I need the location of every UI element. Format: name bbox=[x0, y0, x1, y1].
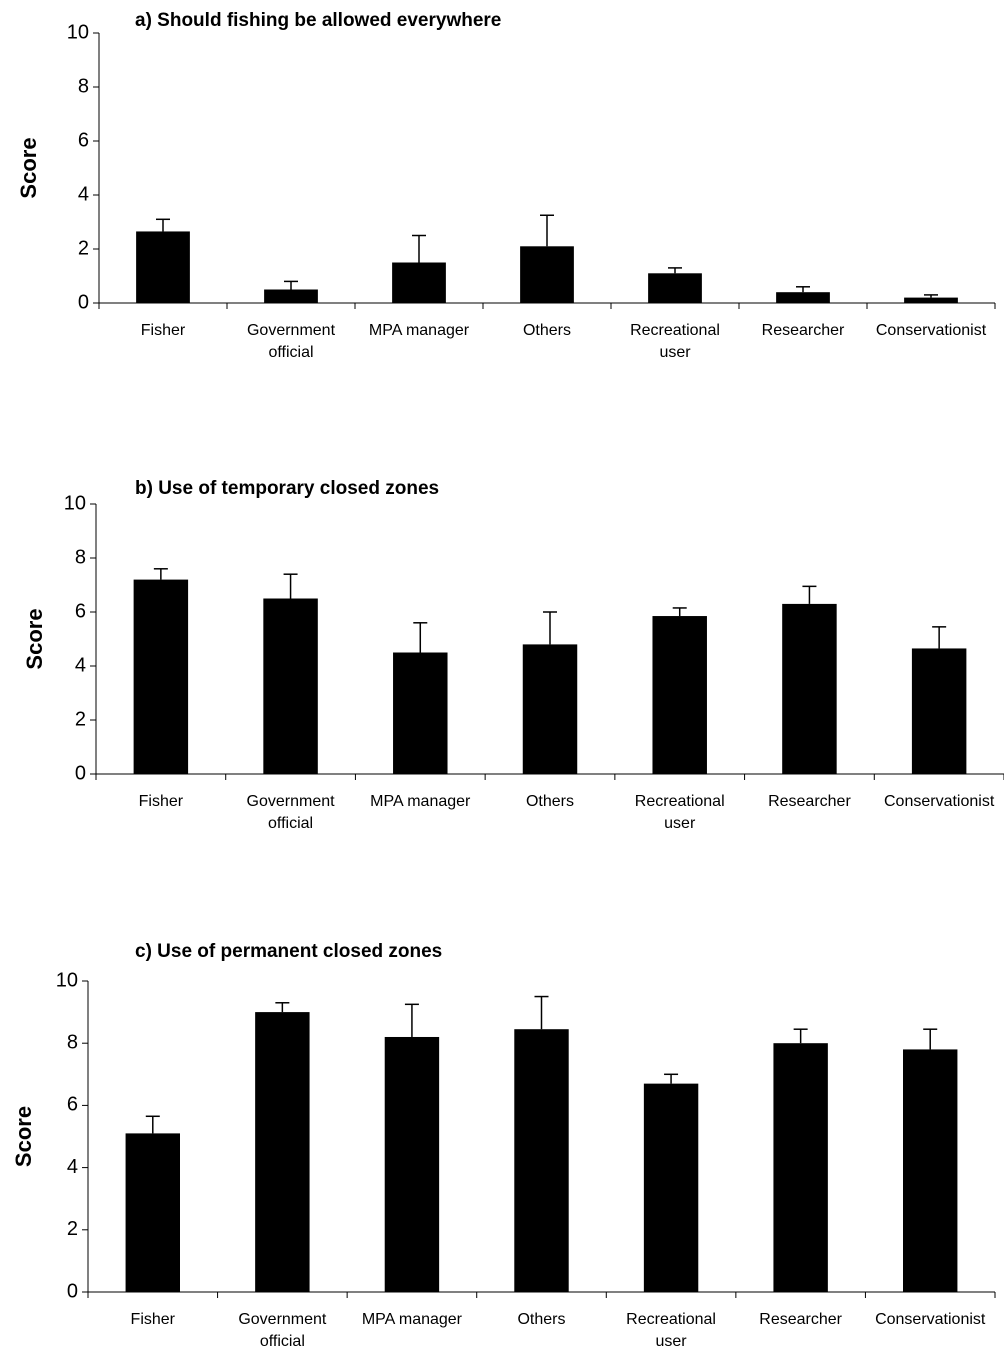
x-tick-label: Researcher bbox=[759, 1311, 842, 1328]
bar bbox=[264, 289, 318, 303]
chart-title: b) Use of temporary closed zones bbox=[135, 478, 439, 499]
bar bbox=[903, 1049, 958, 1292]
x-tick-labels: Fisher Government official MPA manager Other… bbox=[131, 1311, 986, 1349]
bar bbox=[255, 1012, 310, 1292]
bar bbox=[263, 598, 318, 774]
y-tick-label: 4 bbox=[78, 183, 89, 205]
y-tick-labels: 0 2 4 6 8 10 bbox=[67, 21, 89, 313]
x-tick-labels: Fisher Government official MPA manager Other… bbox=[139, 793, 995, 832]
x-tick-label: Fisher bbox=[139, 793, 184, 810]
x-tick-label: Researcher bbox=[762, 322, 845, 339]
bar bbox=[648, 273, 702, 303]
bar bbox=[522, 644, 578, 774]
x-tick-label: Others bbox=[517, 1311, 565, 1328]
x-tick-label: Others bbox=[526, 793, 574, 810]
bar bbox=[773, 1043, 828, 1292]
chart-title: a) Should fishing be allowed everywhere bbox=[135, 10, 501, 31]
x-tick-label: Fisher bbox=[131, 1311, 176, 1328]
y-tick-label: 8 bbox=[67, 1031, 78, 1053]
bar bbox=[133, 579, 189, 774]
y-axis-label: Score bbox=[22, 608, 47, 669]
chart-panel-a: a) Should fishing be allowed everywhere … bbox=[16, 10, 996, 361]
y-tick-label: 0 bbox=[75, 762, 86, 784]
bars bbox=[136, 214, 958, 303]
x-tick-label: Others bbox=[523, 322, 571, 339]
bar bbox=[393, 652, 448, 774]
bar bbox=[514, 1029, 569, 1292]
bar bbox=[782, 603, 837, 774]
x-tick-label: Government official bbox=[247, 322, 336, 361]
x-tick-label: Conservationist bbox=[876, 322, 987, 339]
chart-panel-c: c) Use of permanent closed zones Score 0… bbox=[11, 941, 996, 1349]
x-tick-label: MPA manager bbox=[370, 793, 471, 810]
bar bbox=[125, 1133, 180, 1292]
x-tick-label: Fisher bbox=[141, 322, 186, 339]
y-tick-labels: 0 2 4 6 8 10 bbox=[56, 969, 78, 1302]
x-tick-label: Conservationist bbox=[884, 793, 995, 810]
y-tick-label: 0 bbox=[67, 1280, 78, 1302]
y-tick-label: 6 bbox=[75, 600, 86, 622]
y-tick-label: 6 bbox=[78, 129, 89, 151]
y-tick-label: 8 bbox=[75, 546, 86, 568]
y-tick-label: 4 bbox=[67, 1156, 78, 1178]
bar bbox=[904, 297, 958, 303]
x-tick-label: Conservationist bbox=[875, 1311, 986, 1328]
x-tick-labels: Fisher Government official MPA manager Other… bbox=[141, 322, 987, 361]
bar bbox=[652, 616, 707, 774]
y-tick-label: 2 bbox=[67, 1218, 78, 1240]
chart-panel-b: b) Use of temporary closed zones Score 0… bbox=[22, 478, 1004, 832]
bar bbox=[643, 1083, 699, 1292]
x-tick-label: MPA manager bbox=[362, 1311, 463, 1328]
y-tick-label: 8 bbox=[78, 75, 89, 97]
x-tick-label: Government official bbox=[247, 793, 336, 832]
bars bbox=[125, 995, 958, 1292]
bar bbox=[136, 231, 190, 303]
x-tick-label: Researcher bbox=[768, 793, 851, 810]
y-tick-labels: 0 2 4 6 8 10 bbox=[64, 492, 86, 784]
bar bbox=[392, 262, 446, 303]
y-tick-label: 4 bbox=[75, 654, 86, 676]
y-tick-label: 10 bbox=[64, 492, 86, 514]
y-tick-label: 10 bbox=[56, 969, 78, 991]
y-axis-label: Score bbox=[16, 137, 41, 198]
bar bbox=[911, 648, 967, 774]
y-tick-label: 6 bbox=[67, 1094, 78, 1116]
y-axis-label: Score bbox=[11, 1106, 36, 1167]
bar bbox=[776, 292, 830, 303]
bar bbox=[384, 1036, 440, 1292]
x-tick-label: Government official bbox=[238, 1311, 327, 1349]
y-tick-label: 2 bbox=[78, 237, 89, 259]
x-tick-label: Recreational user bbox=[626, 1311, 716, 1349]
x-tick-label: Recreational user bbox=[630, 322, 720, 361]
bars bbox=[133, 568, 967, 774]
chart-title: c) Use of permanent closed zones bbox=[135, 941, 442, 962]
bar bbox=[520, 246, 574, 303]
y-tick-label: 0 bbox=[78, 291, 89, 313]
x-tick-label: MPA manager bbox=[369, 322, 470, 339]
y-tick-label: 10 bbox=[67, 21, 89, 43]
x-tick-label: Recreational user bbox=[635, 793, 725, 832]
y-tick-label: 2 bbox=[75, 708, 86, 730]
